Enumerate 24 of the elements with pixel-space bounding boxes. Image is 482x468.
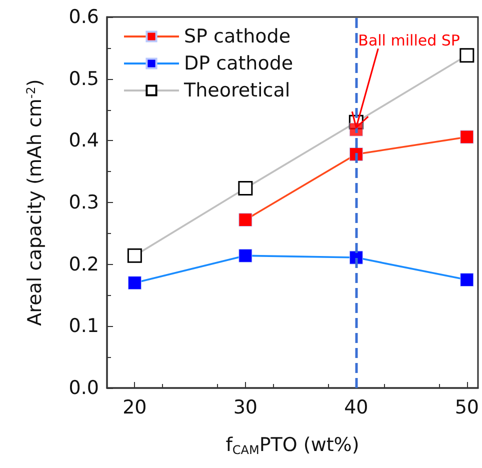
annotation: Ball milled SP xyxy=(358,32,460,50)
legend-label: SP cathode xyxy=(184,26,291,48)
y-tick-label: 0.6 xyxy=(68,6,99,28)
legend-label: Theoretical xyxy=(183,80,290,102)
x-tick-label: 30 xyxy=(233,396,258,418)
point xyxy=(238,213,252,227)
y-tick-label: 0.4 xyxy=(68,130,99,152)
point xyxy=(460,130,474,144)
y-tick-label: 0.1 xyxy=(68,315,99,338)
point xyxy=(238,181,253,196)
y-tick-label: 0.5 xyxy=(68,68,99,90)
y-tick-label: 0.3 xyxy=(68,192,99,214)
point xyxy=(128,276,142,290)
x-tick-label: 40 xyxy=(344,396,368,418)
y-axis-title: Areal capacity (mAh cm-2) xyxy=(24,79,46,326)
legend-label: DP cathode xyxy=(184,52,294,74)
point xyxy=(460,273,474,287)
y-tick-label: 0.2 xyxy=(68,253,99,276)
point xyxy=(238,248,252,262)
x-tick-label: 20 xyxy=(122,396,147,418)
y-tick-label: 0.0 xyxy=(68,377,99,399)
point xyxy=(127,248,142,263)
x-tick-label: 50 xyxy=(454,396,480,418)
point xyxy=(460,48,474,63)
